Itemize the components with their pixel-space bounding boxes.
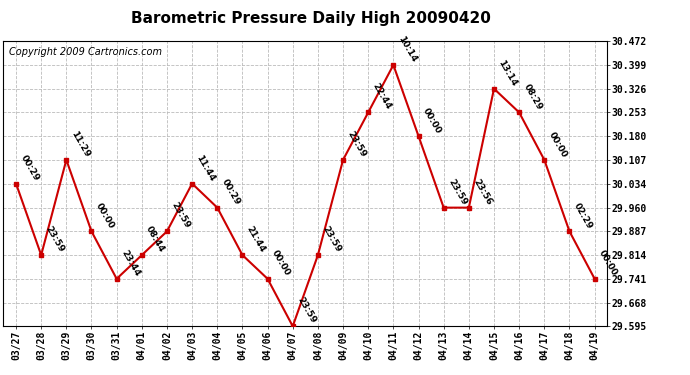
Text: 23:44: 23:44 (119, 248, 141, 278)
Text: 08:44: 08:44 (144, 225, 166, 254)
Text: 23:59: 23:59 (43, 225, 66, 254)
Text: 00:29: 00:29 (19, 153, 41, 183)
Text: 21:44: 21:44 (245, 225, 267, 254)
Text: 22:44: 22:44 (371, 82, 393, 111)
Text: 23:59: 23:59 (320, 225, 343, 254)
Text: 13:14: 13:14 (497, 58, 519, 88)
Text: 08:29: 08:29 (522, 82, 544, 111)
Text: 00:00: 00:00 (94, 201, 116, 230)
Text: 23:59: 23:59 (170, 201, 192, 230)
Text: Copyright 2009 Cartronics.com: Copyright 2009 Cartronics.com (10, 47, 162, 57)
Text: 00:00: 00:00 (270, 249, 292, 278)
Text: 02:29: 02:29 (572, 201, 594, 230)
Text: 23:56: 23:56 (471, 177, 493, 207)
Text: 23:59: 23:59 (295, 296, 317, 325)
Text: 11:29: 11:29 (69, 129, 91, 159)
Text: 23:59: 23:59 (346, 129, 368, 159)
Text: 11:44: 11:44 (195, 153, 217, 183)
Text: Barometric Pressure Daily High 20090420: Barometric Pressure Daily High 20090420 (130, 11, 491, 26)
Text: 10:14: 10:14 (396, 35, 418, 64)
Text: 00:00: 00:00 (421, 106, 443, 135)
Text: 00:29: 00:29 (220, 177, 242, 207)
Text: 00:00: 00:00 (547, 130, 569, 159)
Text: 23:59: 23:59 (446, 177, 469, 207)
Text: 00:00: 00:00 (597, 249, 619, 278)
